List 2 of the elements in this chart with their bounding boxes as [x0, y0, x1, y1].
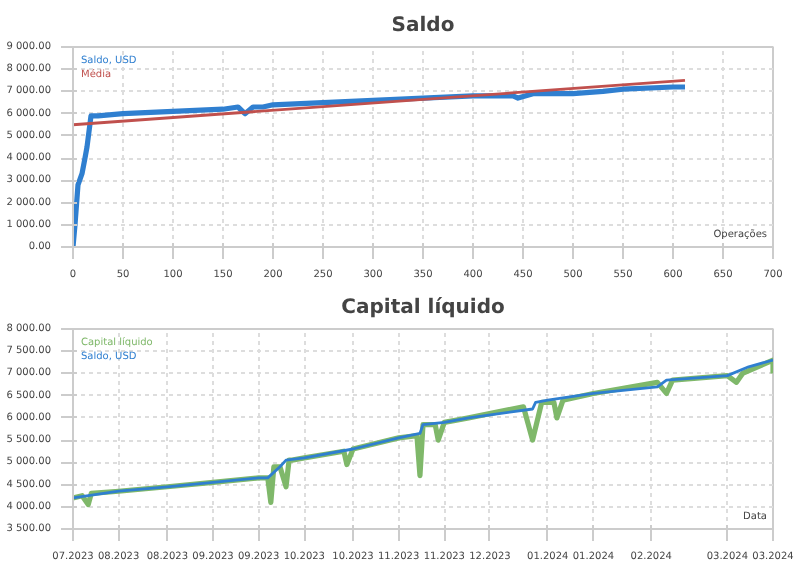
chart-title: Capital líquido — [341, 297, 505, 319]
chart-title: Saldo — [391, 15, 455, 37]
